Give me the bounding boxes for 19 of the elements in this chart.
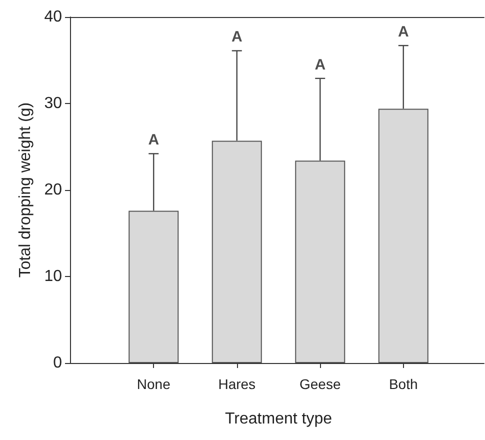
bar xyxy=(212,140,262,363)
annotation: A xyxy=(148,132,160,149)
y-tick-label: 10 xyxy=(44,268,62,285)
y-tick-label: 20 xyxy=(44,182,62,198)
annotation: A xyxy=(398,24,409,41)
y-tick-label: 0 xyxy=(53,354,62,372)
y-axis-title: Total dropping weight (g) xyxy=(16,102,34,278)
bar xyxy=(378,108,428,363)
bar xyxy=(295,160,346,363)
x-tick-label: Geese xyxy=(300,376,341,392)
bar xyxy=(128,210,179,363)
annotation: A xyxy=(314,56,326,74)
x-tick-label: None xyxy=(136,376,171,392)
x-axis-title: Treatment type xyxy=(224,410,332,428)
x-tick-label: Both xyxy=(388,376,418,392)
y-tick-label: 30 xyxy=(44,95,62,112)
x-tick-label: Hares xyxy=(218,376,256,392)
y-tick-label: 40 xyxy=(44,8,62,26)
annotation: A xyxy=(231,28,242,46)
